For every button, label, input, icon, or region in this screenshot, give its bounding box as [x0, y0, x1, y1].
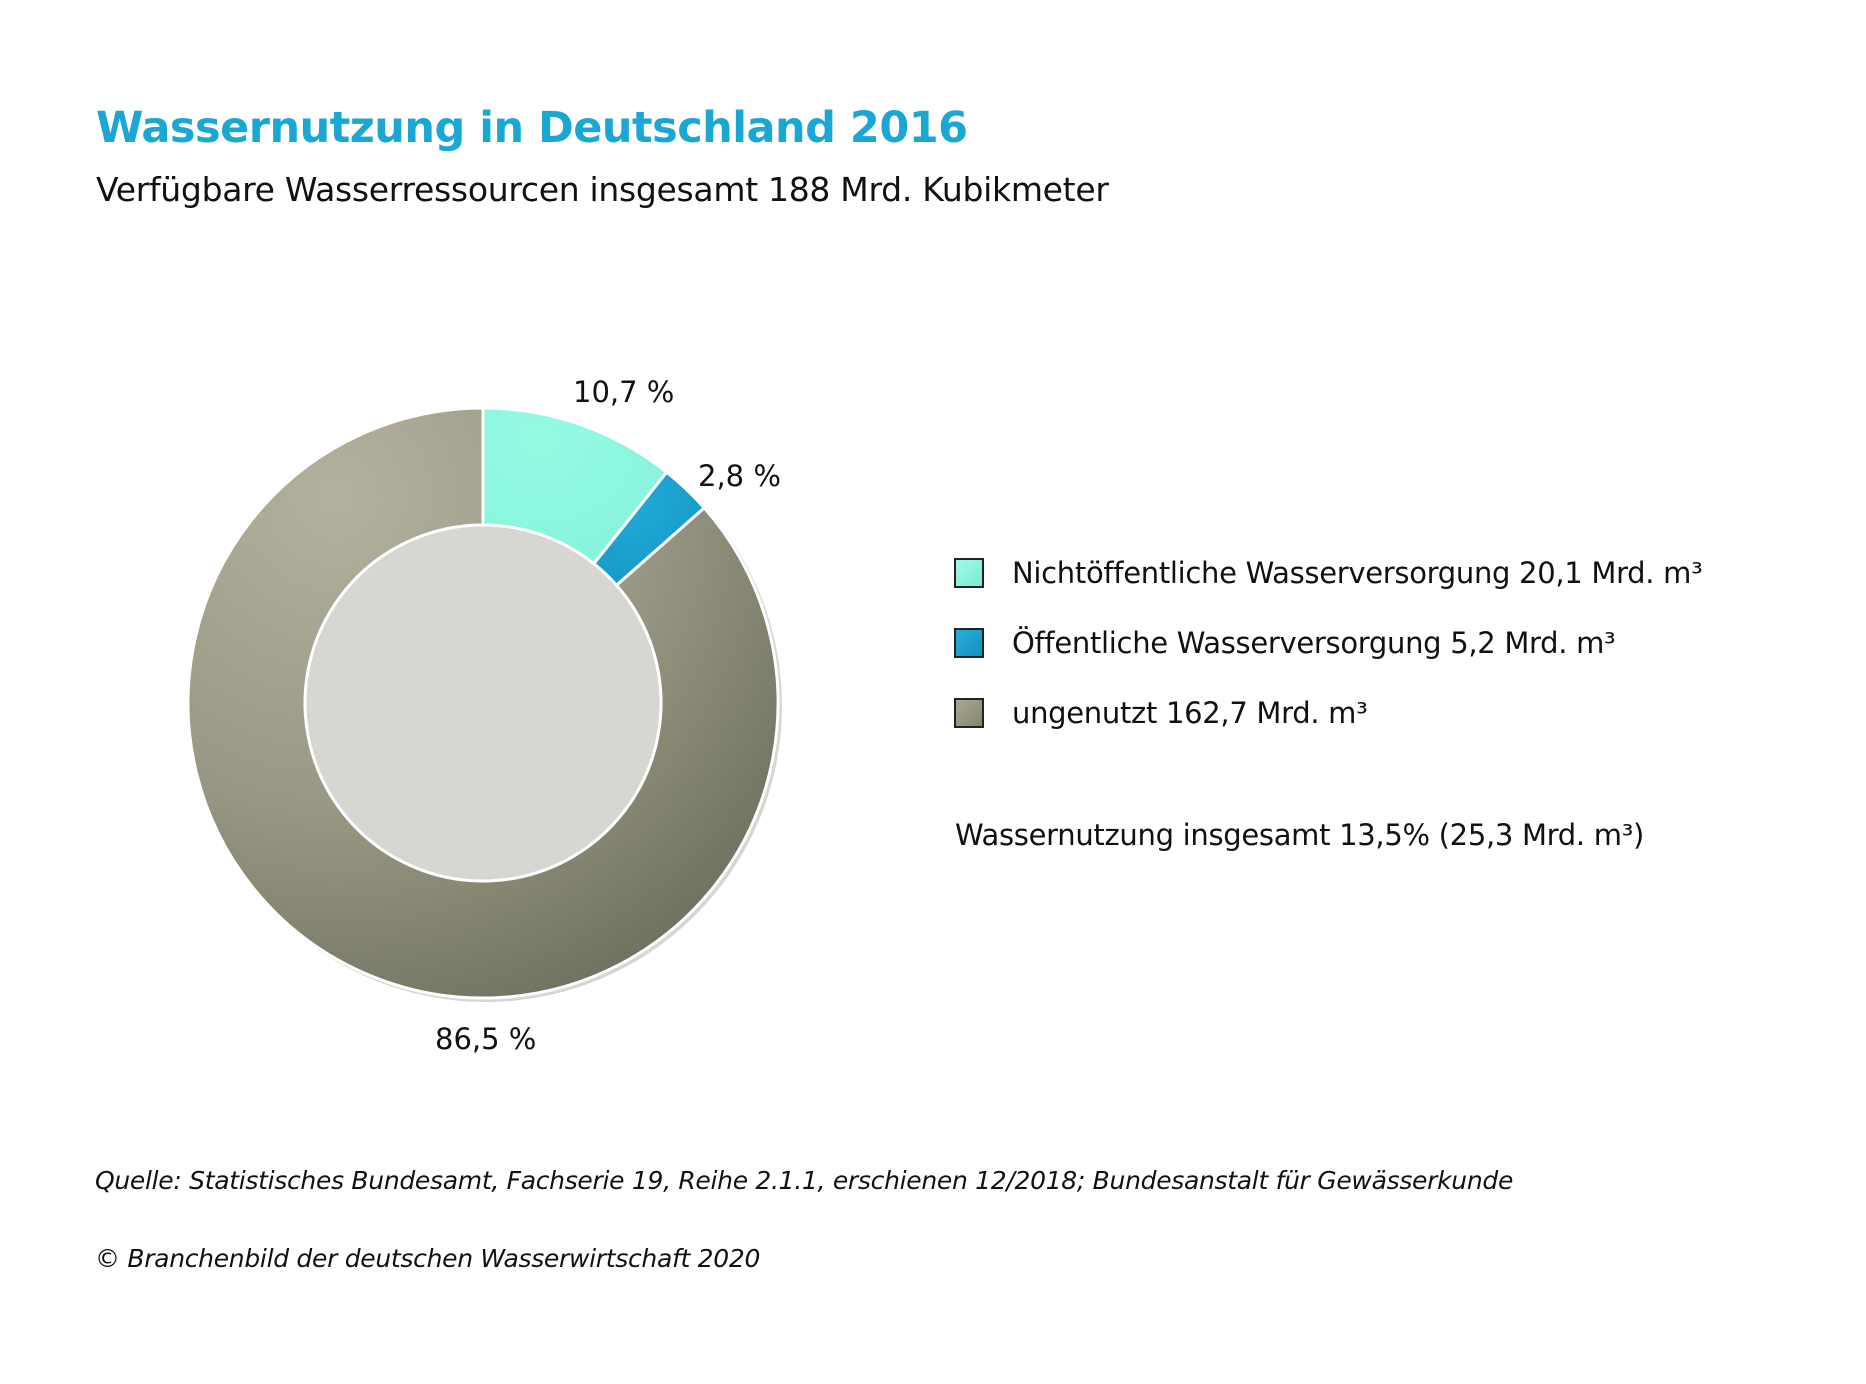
legend-item-oeffentlich: Öffentliche Wasserversorgung 5,2 Mrd. m³: [954, 626, 1616, 660]
copyright-note: © Branchenbild der deutschen Wasserwirts…: [95, 1244, 761, 1273]
total-usage-annotation: Wassernutzung insgesamt 13,5% (25,3 Mrd.…: [955, 818, 1645, 852]
legend-swatch-mint: [954, 558, 984, 588]
legend-swatch-blue: [954, 628, 984, 658]
legend-label: Öffentliche Wasserversorgung 5,2 Mrd. m³: [1012, 626, 1616, 660]
slice-label-ungenutzt: 86,5 %: [435, 1022, 536, 1056]
slice-label-nichtoeffentlich: 10,7 %: [573, 375, 674, 409]
legend-item-ungenutzt: ungenutzt 162,7 Mrd. m³: [954, 696, 1368, 730]
legend-swatch-gray: [954, 698, 984, 728]
slice-ungenutzt: [186, 406, 780, 1000]
legend-label: Nichtöffentliche Wasserversorgung 20,1 M…: [1012, 556, 1703, 590]
source-note: Quelle: Statistisches Bundesamt, Fachser…: [95, 1166, 1514, 1195]
chart-subtitle: Verfügbare Wasserressourcen insgesamt 18…: [96, 170, 1109, 209]
legend-item-nichtoeffentlich: Nichtöffentliche Wasserversorgung 20,1 M…: [954, 556, 1703, 590]
legend-label: ungenutzt 162,7 Mrd. m³: [1012, 696, 1368, 730]
slice-label-oeffentlich: 2,8 %: [698, 459, 781, 493]
chart-title: Wassernutzung in Deutschland 2016: [96, 103, 968, 153]
